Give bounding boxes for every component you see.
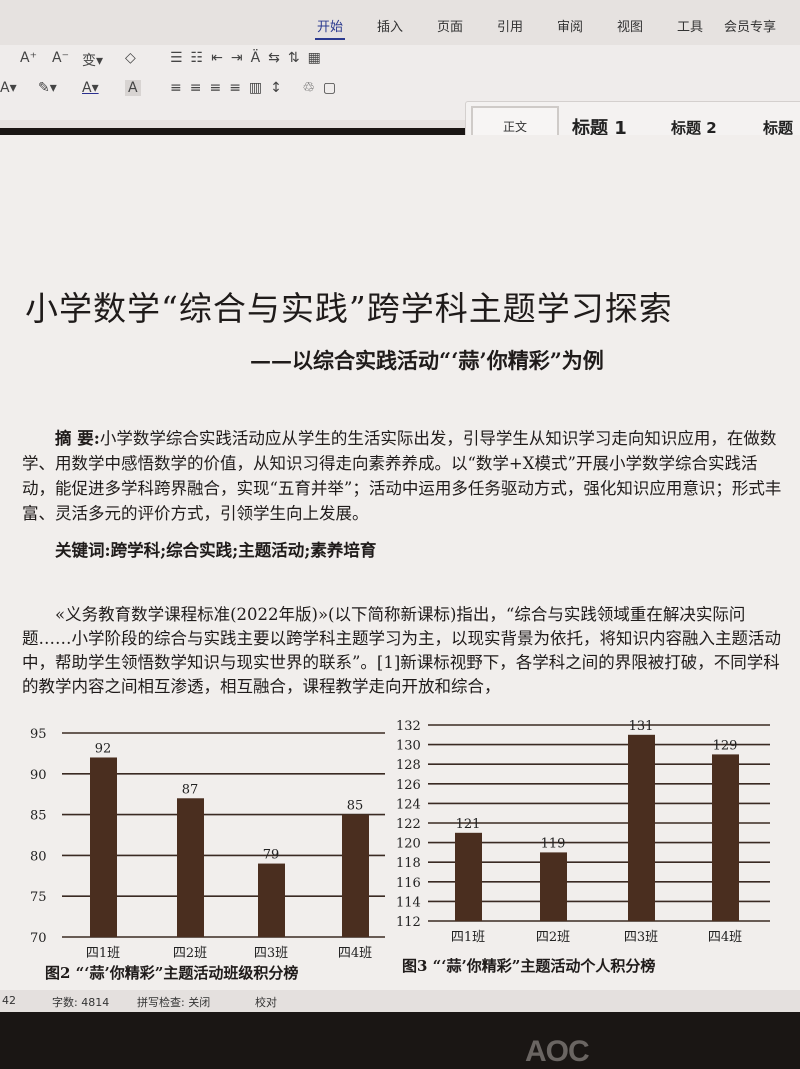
- doc-subtitle: ——以综合实践活动“‘蒜’你精彩”为例: [250, 348, 604, 373]
- tab-review[interactable]: 审阅: [556, 20, 583, 35]
- eraser-icon[interactable]: ◇: [125, 50, 136, 66]
- page-number: 42: [2, 994, 16, 1007]
- abstract: 摘 要:小学数学综合实践活动应从学生的生活实际出发，引导学生从知识学习走向知识应…: [22, 426, 782, 526]
- y-tick-label: 126: [396, 778, 421, 793]
- align-tools-icon[interactable]: ≡≡≡≡▥↕ ♲▢: [170, 80, 345, 96]
- bar: [258, 863, 285, 937]
- word-count[interactable]: 字数: 4814: [52, 996, 110, 1009]
- x-tick-label: 四1班: [86, 946, 120, 961]
- bar: [177, 798, 204, 937]
- style-heading3[interactable]: 标题: [763, 119, 794, 137]
- abstract-label: 摘 要:: [55, 429, 100, 448]
- x-tick-label: 四2班: [173, 946, 207, 961]
- body-paragraph: «义务教育数学课程标准(2022年版)»(以下简称新课标)指出，“综合与实践领域…: [22, 605, 781, 696]
- spell-check[interactable]: 拼写检查: 关闭: [137, 996, 211, 1009]
- proofread[interactable]: 校对: [255, 996, 277, 1009]
- y-tick-label: 95: [30, 727, 47, 742]
- data-label: 129: [713, 738, 738, 753]
- x-tick-label: 四3班: [254, 946, 288, 961]
- data-label: 131: [629, 719, 654, 734]
- abstract-text: 小学数学综合实践活动应从学生的生活实际出发，引导学生从知识学习走向知识应用，在做…: [22, 429, 782, 523]
- tab-references[interactable]: 引用: [496, 20, 523, 35]
- tab-view[interactable]: 视图: [616, 20, 643, 35]
- y-tick-label: 90: [30, 768, 47, 783]
- tab-tools[interactable]: 工具: [676, 20, 703, 35]
- x-tick-label: 四4班: [338, 946, 372, 961]
- data-label: 121: [456, 817, 481, 832]
- font-color-icon[interactable]: A▾: [82, 80, 99, 96]
- doc-title: 小学数学“综合与实践”跨学科主题学习探索: [25, 289, 673, 328]
- style-heading2[interactable]: 标题 2: [671, 119, 717, 137]
- monitor-logo: AOC: [525, 1035, 590, 1068]
- status-bar: 42 字数: 4814 拼写检查: 关闭 校对: [0, 990, 800, 1012]
- tab-home[interactable]: 开始: [315, 16, 345, 40]
- y-tick-label: 128: [396, 758, 421, 773]
- y-tick-label: 112: [396, 915, 421, 930]
- phonetic-icon[interactable]: 变▾: [82, 53, 104, 69]
- x-tick-label: 四2班: [536, 930, 570, 945]
- y-tick-label: 132: [396, 719, 421, 734]
- x-tick-label: 四1班: [451, 930, 485, 945]
- tab-page[interactable]: 页面: [436, 20, 463, 35]
- text-effect-icon[interactable]: A▾: [0, 80, 17, 96]
- y-tick-label: 124: [396, 797, 421, 812]
- y-tick-label: 70: [30, 931, 47, 946]
- y-tick-label: 80: [30, 849, 47, 864]
- x-tick-label: 四3班: [624, 930, 658, 945]
- y-tick-label: 85: [30, 809, 47, 824]
- data-label: 79: [263, 848, 280, 863]
- document-page[interactable]: [0, 135, 800, 990]
- ribbon-tabs: 开始 插入 页面 引用 审阅 视图 工具 会员专享: [300, 16, 780, 40]
- char-shading-icon[interactable]: A: [125, 80, 141, 96]
- data-label: 92: [95, 741, 112, 756]
- bar: [90, 757, 117, 937]
- y-tick-label: 130: [396, 739, 421, 754]
- y-tick-label: 118: [396, 856, 421, 871]
- font-grow-icon[interactable]: A⁺: [20, 50, 37, 66]
- data-label: 119: [541, 836, 566, 851]
- x-tick-label: 四4班: [708, 930, 742, 945]
- y-tick-label: 75: [30, 890, 47, 905]
- bar: [342, 814, 369, 937]
- tab-insert[interactable]: 插入: [376, 20, 403, 35]
- tab-member[interactable]: 会员专享: [723, 20, 776, 35]
- y-tick-label: 122: [396, 817, 421, 832]
- data-label: 87: [182, 782, 199, 797]
- y-tick-label: 114: [396, 895, 421, 910]
- keywords: 关键词:跨学科;综合实践;主题活动;素养培育: [55, 541, 377, 560]
- bar: [628, 734, 655, 921]
- bar: [540, 852, 567, 921]
- bar: [455, 832, 482, 921]
- bar: [712, 754, 739, 921]
- y-tick-label: 116: [396, 876, 421, 891]
- figure2-caption: 图2 “‘蒜’你精彩”主题活动班级积分榜: [45, 964, 299, 982]
- highlight-icon[interactable]: ✎▾: [38, 80, 57, 96]
- style-heading1[interactable]: 标题 1: [572, 118, 627, 139]
- y-tick-label: 120: [396, 837, 421, 852]
- font-shrink-icon[interactable]: A⁻: [52, 50, 69, 66]
- data-label: 85: [347, 799, 364, 814]
- paragraph-tools-icon[interactable]: ☰☷⇤⇥Ä⇆⇅▦: [170, 50, 329, 66]
- figure3-caption: 图3 “‘蒜’你精彩”主题活动个人积分榜: [402, 957, 656, 975]
